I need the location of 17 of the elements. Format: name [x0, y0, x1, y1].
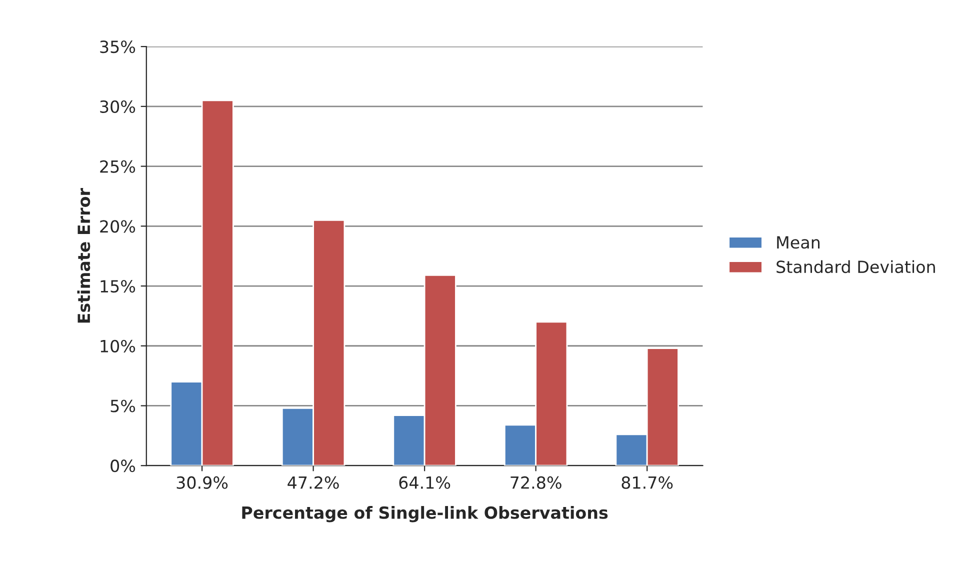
x-tick-label: 30.9% — [176, 476, 228, 489]
y-tick-label: 0% — [110, 460, 136, 472]
x-tick-label: 64.1% — [399, 476, 450, 489]
y-tick-label: 5% — [110, 400, 136, 412]
legend-label: Mean — [777, 236, 820, 249]
y-tick-label: 20% — [100, 220, 136, 233]
x-tick-label: 47.2% — [288, 476, 339, 489]
y-tick-label: 15% — [100, 280, 136, 293]
x-tick-label: 81.7% — [622, 476, 673, 489]
y-axis-title: Estimate Error — [77, 188, 90, 323]
y-tick-label: 35% — [100, 40, 136, 54]
x-axis-title: Percentage of Single-link Observations — [242, 506, 608, 522]
y-tick-label: 10% — [100, 340, 136, 352]
legend-label: Standard Deviation — [776, 260, 935, 274]
x-tick-label: 72.8% — [510, 476, 562, 489]
y-tick-label: 25% — [100, 160, 136, 173]
y-tick-label: 30% — [100, 100, 136, 113]
